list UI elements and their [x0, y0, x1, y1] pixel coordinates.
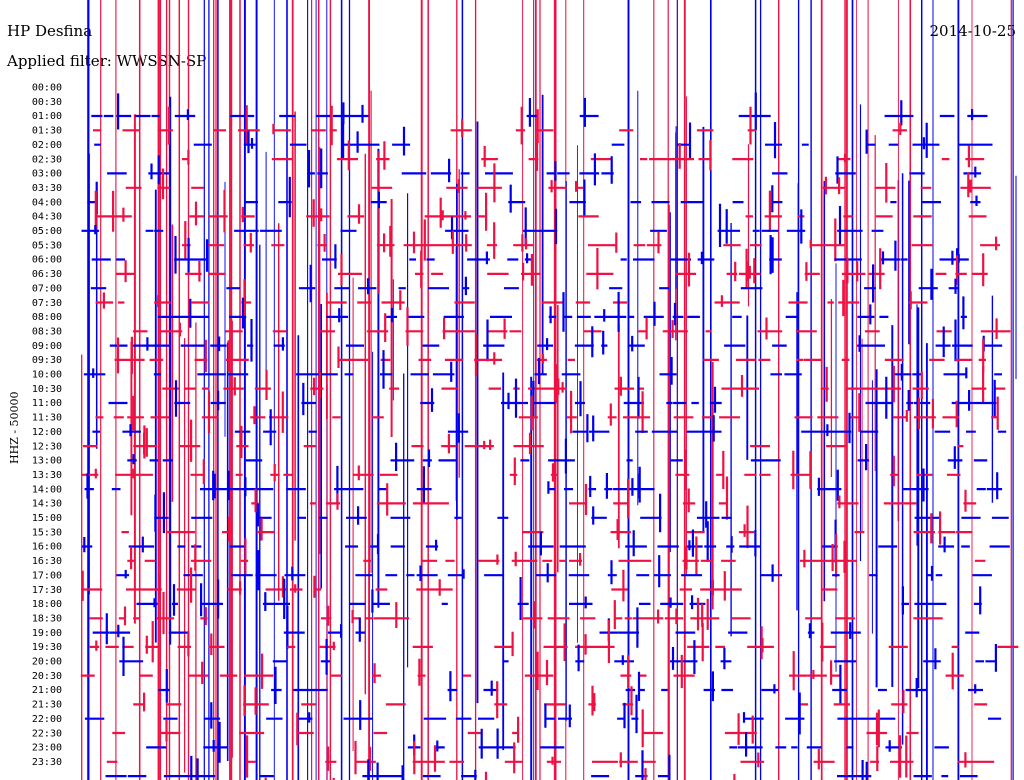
trace-row [154, 492, 1009, 534]
y-tick-label: 14:00 [32, 484, 62, 495]
y-tick-label: 20:00 [32, 657, 62, 668]
trace-row [114, 333, 986, 376]
trace-row [136, 577, 982, 620]
trace-row [133, 681, 988, 719]
trace-row [90, 264, 958, 303]
trace-row [264, 768, 736, 780]
y-tick-label: 02:30 [32, 154, 62, 165]
trace-row [127, 534, 986, 577]
trace-row [108, 376, 997, 419]
trace-row [91, 92, 988, 131]
trace-row [91, 235, 969, 275]
tick-label-layer: 00:00 00:30 01:00 01:30 02:00 02:30 03:00 03:30… [32, 83, 62, 768]
trace-row [84, 465, 1003, 503]
trace-row [115, 248, 988, 290]
trace-row [132, 307, 1011, 346]
y-tick-label: 06:00 [32, 255, 62, 266]
trace-row [81, 449, 961, 490]
trace-row [182, 218, 1000, 262]
trace-row [146, 721, 949, 763]
y-tick-label: 03:00 [32, 169, 62, 180]
y-tick-label: 00:30 [32, 97, 62, 108]
y-tick-label: 15:30 [32, 527, 62, 538]
y-tick-label: 16:00 [32, 542, 62, 553]
filter-label: Applied filter: WWSSN-SP [7, 52, 207, 70]
y-tick-label: 10:00 [32, 370, 62, 381]
y-tick-label: 22:30 [32, 728, 62, 739]
station-title: HP Desfina [7, 22, 93, 40]
y-tick-label: 04:00 [32, 197, 62, 208]
trace-row [158, 291, 967, 332]
y-tick-label: 07:00 [32, 283, 62, 294]
trace-row [127, 438, 988, 474]
trace-row [251, 476, 977, 520]
trace-row [105, 750, 978, 780]
y-tick-label: 06:30 [32, 269, 62, 280]
y-tick-label: 11:30 [32, 413, 62, 424]
trace-row [95, 279, 928, 317]
y-tick-label: 05:30 [32, 240, 62, 251]
trace-row [112, 709, 919, 748]
y-tick-label: 23:30 [32, 757, 62, 768]
y-tick-label: 13:00 [32, 456, 62, 467]
y-tick-label: 21:30 [32, 700, 62, 711]
y-tick-label: 09:30 [32, 355, 62, 366]
trace-row [84, 692, 1002, 735]
trace-row [83, 419, 964, 462]
y-tick-label: 02:00 [32, 140, 62, 151]
y-tick-label: 09:00 [32, 341, 62, 352]
y-tick-label: 12:30 [32, 441, 62, 452]
trace-row [95, 390, 999, 434]
trace-row [119, 636, 997, 676]
y-tick-label: 11:00 [32, 398, 62, 409]
trace-row [106, 735, 995, 778]
y-tick-label: 21:00 [32, 685, 62, 696]
y-tick-label: 15:00 [32, 513, 62, 524]
y-tick-label: 03:30 [32, 183, 62, 194]
date-label: 2014-10-25 [929, 22, 1016, 40]
y-tick-label: 04:30 [32, 212, 62, 223]
trace-row [81, 567, 838, 603]
y-tick-label: 12:00 [32, 427, 62, 438]
y-tick-label: 22:00 [32, 714, 62, 725]
y-tick-label: 19:30 [32, 642, 62, 653]
y-tick-label: 08:00 [32, 312, 62, 323]
trace-row [80, 651, 964, 691]
trace-row [125, 163, 991, 203]
y-tick-label: 23:00 [32, 743, 62, 754]
trace-row [81, 519, 1010, 563]
trace-row [94, 189, 987, 233]
y-tick-label: 01:00 [32, 111, 62, 122]
y-tick-label: 01:30 [32, 126, 62, 137]
trace-row [87, 176, 981, 218]
y-tick-label: 18:30 [32, 613, 62, 624]
y-tick-label: 20:30 [32, 671, 62, 682]
trace-layer [80, 92, 1019, 780]
y-tick-label: 07:30 [32, 298, 62, 309]
trace-row [116, 550, 992, 591]
trace-row [182, 139, 985, 171]
trace-row [89, 591, 943, 635]
y-tick-label: 18:00 [32, 599, 62, 610]
y-tick-label: 13:30 [32, 470, 62, 481]
trace-row [92, 409, 1007, 446]
trace-row [121, 505, 973, 549]
y-tick-label: 10:30 [32, 384, 62, 395]
y-tick-label: 14:30 [32, 499, 62, 510]
y-tick-label: 16:30 [32, 556, 62, 567]
trace-row [81, 203, 884, 247]
trace-row [93, 105, 907, 146]
y-tick-label: 17:30 [32, 585, 62, 596]
spike-layer [81, 0, 1017, 780]
y-tick-label: 05:00 [32, 226, 62, 237]
y-tick-label: 00:00 [32, 83, 62, 94]
y-tick-label: 17:00 [32, 570, 62, 581]
trace-row [107, 148, 982, 189]
y-tick-label: 08:30 [32, 326, 62, 337]
y-tick-label: 19:00 [32, 628, 62, 639]
trace-row [158, 664, 983, 706]
trace-row [83, 350, 1002, 389]
